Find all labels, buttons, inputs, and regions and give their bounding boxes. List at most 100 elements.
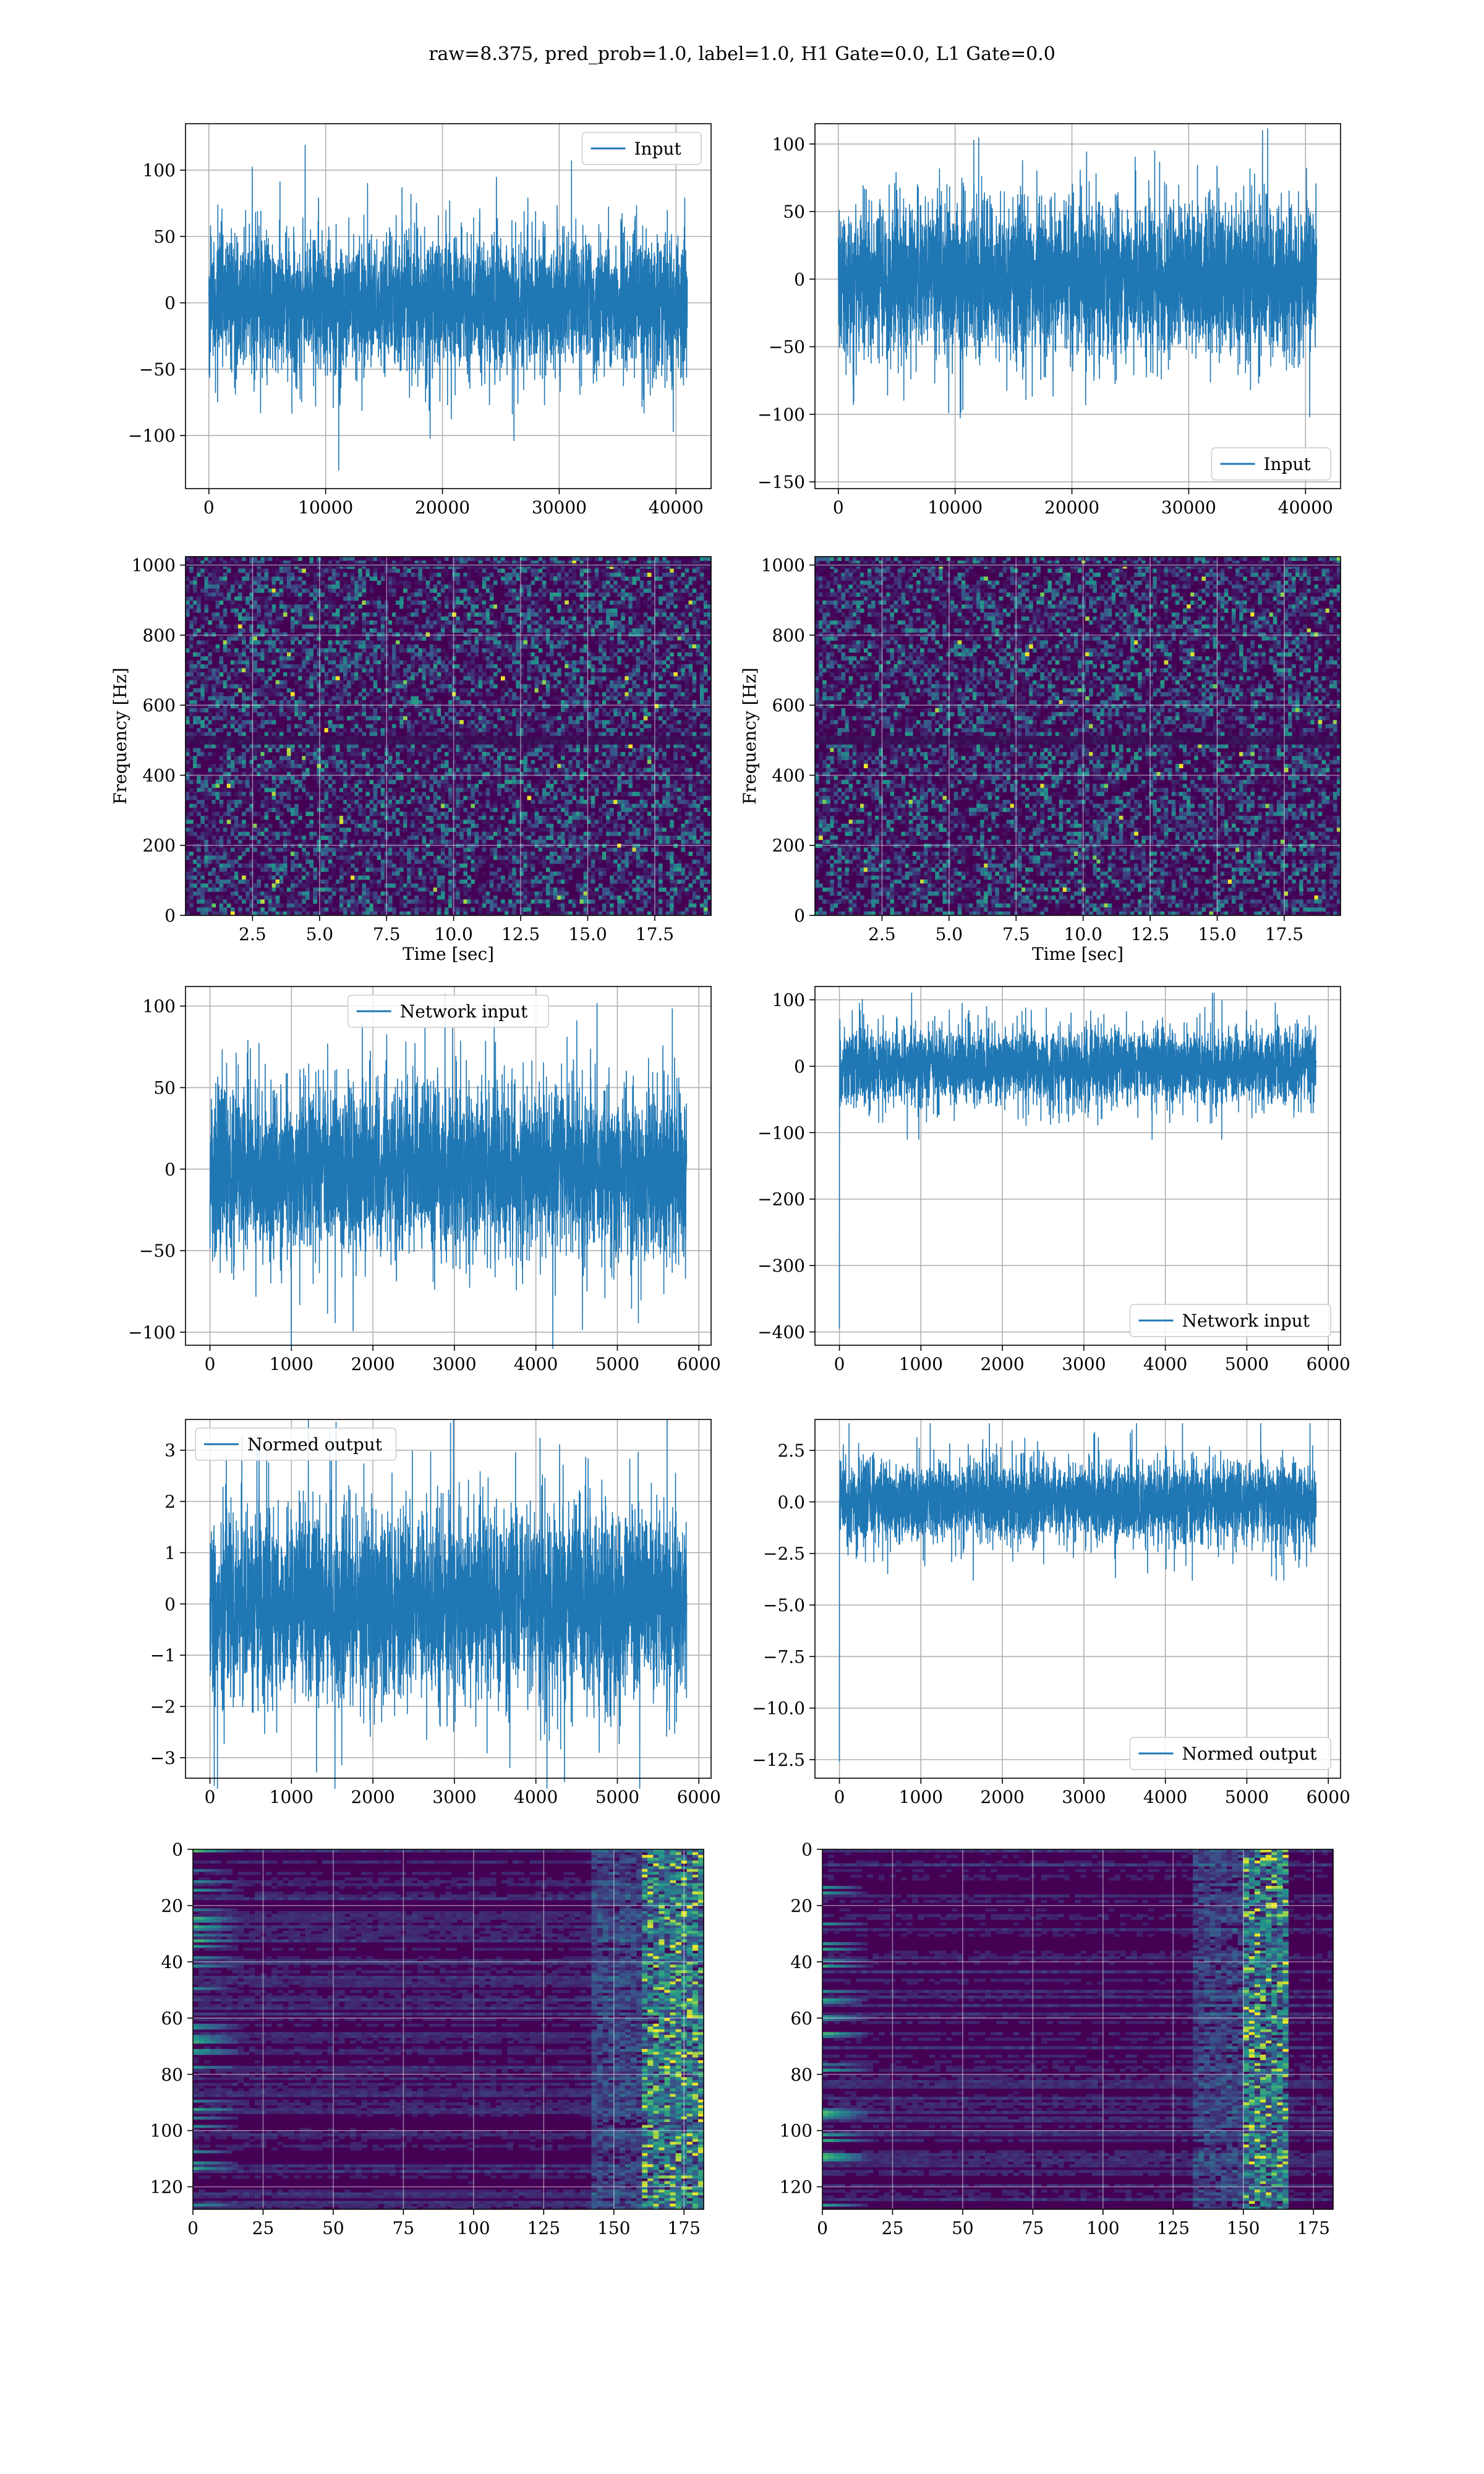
heatmap-cell	[279, 589, 284, 593]
heatmap-cell	[370, 863, 374, 868]
heatmap-cell	[234, 792, 239, 796]
heatmap-cell	[493, 904, 498, 908]
heatmap-cell	[418, 601, 422, 605]
heatmap-cell	[433, 792, 438, 796]
heatmap-cell	[302, 748, 306, 752]
heatmap-cell	[268, 863, 273, 868]
heatmap-cell	[377, 896, 382, 900]
heatmap-cell	[272, 653, 276, 657]
heatmap-cell	[437, 860, 441, 864]
heatmap-cell	[490, 664, 494, 669]
heatmap-cell	[220, 792, 224, 796]
heatmap-cell	[220, 820, 224, 824]
heatmap-cell	[471, 860, 475, 864]
heatmap-cell	[516, 684, 520, 688]
heatmap-cell	[392, 664, 396, 669]
heatmap-cell	[223, 752, 228, 756]
heatmap-cell	[238, 604, 242, 609]
heatmap-cell	[508, 868, 513, 872]
heatmap-cell	[351, 640, 355, 644]
heatmap-cell	[245, 576, 250, 581]
heatmap-cell	[328, 820, 333, 824]
heatmap-cell	[351, 596, 355, 601]
heatmap-cell	[339, 716, 344, 721]
y-tick-label: 50	[783, 202, 805, 222]
heatmap-cell	[212, 808, 216, 812]
heatmap-cell	[294, 680, 299, 685]
heatmap-cell	[486, 896, 490, 900]
heatmap-cell	[362, 847, 366, 852]
heatmap-cell	[392, 796, 396, 800]
heatmap-cell	[377, 820, 382, 824]
heatmap-cell	[388, 581, 393, 585]
heatmap-cell	[508, 836, 513, 840]
heatmap-cell	[422, 808, 427, 812]
heatmap-cell	[479, 668, 483, 672]
heatmap-cell	[317, 847, 322, 852]
heatmap-cell	[302, 855, 306, 860]
heatmap-cell	[208, 764, 212, 768]
heatmap-cell	[276, 816, 280, 820]
heatmap-cell	[298, 784, 302, 788]
heatmap-cell	[231, 720, 235, 724]
heatmap-cell	[377, 756, 382, 760]
heatmap-cell	[426, 672, 430, 677]
heatmap-cell	[328, 636, 333, 641]
heatmap-cell	[189, 692, 194, 696]
heatmap-cell	[414, 748, 419, 752]
heatmap-cell	[265, 788, 269, 792]
heatmap-cell	[523, 888, 527, 892]
heatmap-cell	[313, 824, 317, 828]
heatmap-cell	[309, 593, 313, 597]
heatmap-cell	[193, 601, 197, 605]
heatmap-cell	[193, 760, 197, 764]
heatmap-cell	[276, 636, 280, 641]
heatmap-cell	[305, 573, 310, 577]
heatmap-cell	[392, 680, 396, 685]
heatmap-cell	[362, 876, 366, 880]
heatmap-cell	[260, 716, 265, 721]
heatmap-cell	[448, 748, 453, 752]
heatmap-cell	[463, 676, 467, 680]
heatmap-cell	[407, 888, 411, 892]
heatmap-cell	[516, 632, 520, 636]
heatmap-cell	[482, 896, 487, 900]
heatmap-cell	[388, 732, 393, 737]
heatmap-cell	[317, 593, 322, 597]
heatmap-cell	[448, 620, 453, 625]
heatmap-cell	[508, 712, 513, 716]
heatmap-cell	[493, 632, 498, 636]
heatmap-cell	[200, 724, 205, 729]
heatmap-cell	[186, 692, 190, 696]
heatmap-cell	[234, 728, 239, 732]
heatmap-cell	[430, 625, 434, 629]
heatmap-cell	[260, 648, 265, 653]
heatmap-cell	[231, 816, 235, 820]
heatmap-cell	[512, 800, 516, 804]
heatmap-cell	[268, 672, 273, 677]
heatmap-cell	[422, 752, 427, 756]
heatmap-cell	[317, 760, 322, 764]
heatmap-cell	[208, 696, 212, 701]
heatmap-cell	[234, 855, 239, 860]
heatmap-cell	[459, 692, 464, 696]
heatmap-cell	[328, 620, 333, 625]
heatmap-cell	[381, 860, 385, 864]
heatmap-cell	[347, 692, 351, 696]
heatmap-cell	[351, 557, 355, 561]
heatmap-cell	[291, 664, 295, 669]
heatmap-cell	[325, 780, 329, 784]
heatmap-cell	[200, 888, 205, 892]
heatmap-cell	[253, 676, 257, 680]
heatmap-cell	[212, 840, 216, 844]
heatmap-cell	[441, 828, 445, 832]
heatmap-cell	[467, 764, 471, 768]
heatmap-cell	[505, 708, 509, 713]
heatmap-cell	[212, 692, 216, 696]
heatmap-cell	[479, 620, 483, 625]
heatmap-cell	[193, 581, 197, 585]
heatmap-cell	[257, 692, 261, 696]
heatmap-cell	[242, 712, 246, 716]
heatmap-cell	[268, 644, 273, 649]
heatmap-cell	[242, 609, 246, 613]
